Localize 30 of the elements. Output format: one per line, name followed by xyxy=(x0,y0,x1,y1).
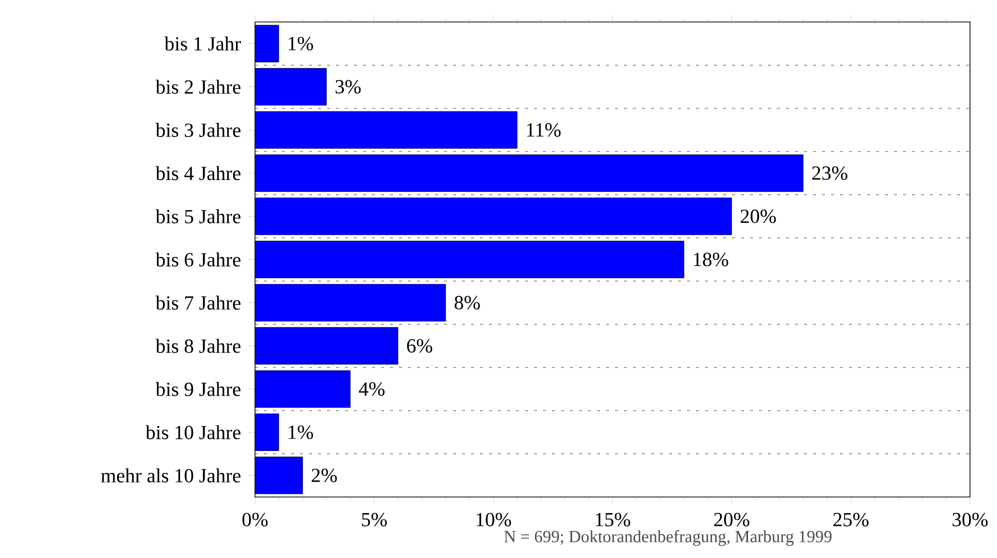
data-label: 18% xyxy=(694,252,728,266)
x-tick-label: 20% xyxy=(714,512,750,526)
y-tick-label: bis 10 Jahre xyxy=(146,425,240,440)
data-label: 11% xyxy=(527,123,561,137)
y-tick-label: mehr als 10 Jahre xyxy=(101,468,240,482)
y-tick-label: bis 7 Jahre xyxy=(156,296,240,310)
y-tick-label: bis 1 Jahr xyxy=(164,36,241,51)
y-tick-label: bis 4 Jahre xyxy=(156,166,240,180)
y-tick-label: bis 6 Jahre xyxy=(156,252,240,267)
x-tick-label: 25% xyxy=(833,512,868,526)
x-tick-label: 15% xyxy=(596,512,630,526)
x-tick-label: 0% xyxy=(242,512,268,526)
data-label: 1% xyxy=(288,36,314,50)
y-tick-label: bis 5 Jahre xyxy=(156,209,240,224)
data-label: 2% xyxy=(312,468,337,482)
data-label: 20% xyxy=(740,210,776,224)
x-tick-label: 10% xyxy=(476,512,511,526)
text: N = 699; Doktorandenbefragung, Marburg 1999 xyxy=(504,530,832,546)
data-label: 8% xyxy=(454,296,480,310)
x-tick-label: 5% xyxy=(362,512,387,526)
y-tick-label: bis 3 Jahre xyxy=(156,122,240,137)
data-label: 4% xyxy=(358,382,385,396)
y-tick-label: bis 9 Jahre xyxy=(156,382,240,396)
data-label: 1% xyxy=(288,425,314,440)
y-tick-label: bis 2 Jahre xyxy=(156,80,240,94)
data-label: 23% xyxy=(812,166,848,180)
data-label: 6% xyxy=(407,339,432,353)
y-tick-label: bis 8 Jahre xyxy=(156,338,240,353)
data-label: 3% xyxy=(336,80,361,94)
x-tick-label: 30% xyxy=(952,512,988,526)
